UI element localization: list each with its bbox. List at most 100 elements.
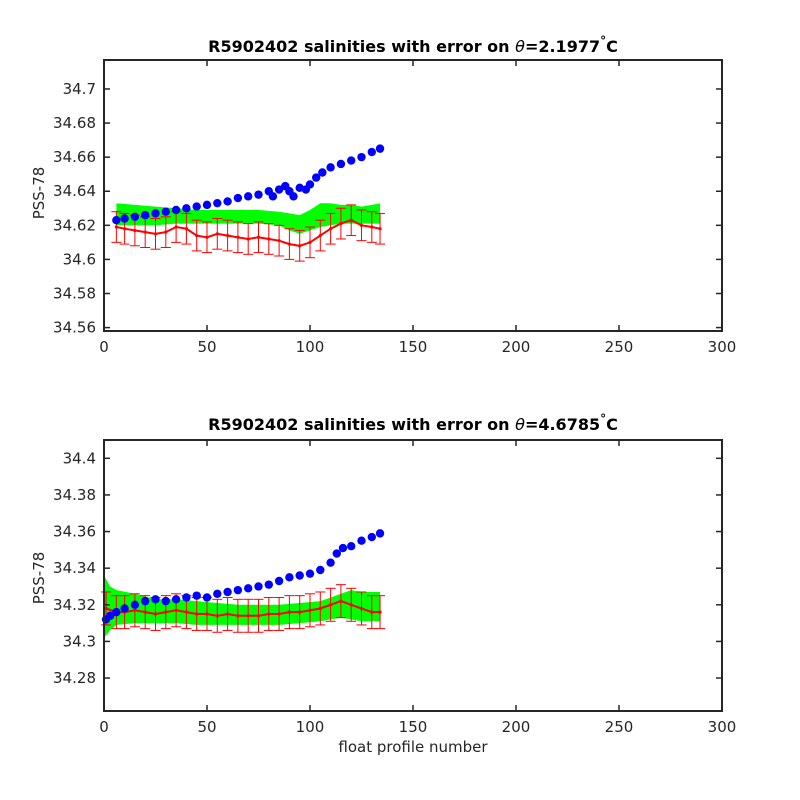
mapped-salinity-point [349, 218, 353, 222]
mapped-salinity-point [195, 612, 199, 616]
float-salinity-point [223, 587, 232, 597]
float-salinity-point [347, 156, 356, 165]
mapped-salinity-point [298, 244, 302, 248]
x-tick-label: 50 [197, 718, 216, 736]
float-salinity-point [182, 593, 191, 602]
float-salinity-point [233, 193, 243, 203]
y-tick-label: 34.4 [63, 449, 96, 467]
float-salinity-point [305, 569, 315, 578]
title-unit: C [606, 37, 618, 56]
float-salinity-point [192, 591, 201, 600]
mapped-salinity-point [184, 610, 188, 614]
mapped-salinity-point [277, 612, 281, 616]
title-prefix: R5902402 salinities with error on [208, 37, 515, 56]
x-tick-label: 100 [296, 338, 325, 356]
y-tick-label: 34.68 [53, 114, 96, 132]
title-theta-symbol: θ [515, 415, 525, 434]
float-salinity-point [318, 168, 327, 177]
chart-title: R5902402 salinities with error on θ=4.67… [208, 412, 618, 434]
float-salinity-point [233, 585, 243, 595]
x-tick-label: 200 [502, 338, 531, 356]
float-salinity-point [105, 611, 115, 620]
float-salinity-point [130, 212, 140, 222]
mapped-salinity-point [308, 608, 312, 612]
mapped-salinity-point [378, 227, 382, 231]
mapped-salinity-point [318, 233, 322, 238]
mapped-salinity-point [287, 242, 291, 246]
title-theta-value: =4.6785 [525, 415, 600, 434]
float-salinity-point [171, 595, 181, 604]
axes: 0 50 100 150 200 250 300 34.56 34.58 34.6 34.62 34.… [53, 59, 737, 356]
mapped-salinity-point [267, 612, 271, 616]
float-salinity-point [357, 536, 366, 545]
x-tick-label: 100 [296, 718, 325, 736]
float-salinity-point [192, 202, 201, 211]
y-tick-label: 34.38 [53, 486, 96, 504]
mapped-salinity-point [195, 233, 199, 238]
mapped-salinity-point [287, 610, 291, 614]
mapped-salinity-point [174, 225, 178, 229]
float-salinity-point [295, 571, 304, 580]
mapped-salinity-point [153, 612, 158, 616]
chart-panel-top: R5902402 salinities with error on θ=2.19… [30, 34, 736, 356]
y-tick-label: 34.7 [63, 80, 96, 98]
float-salinity-point [223, 197, 232, 206]
y-tick-label: 34.32 [53, 596, 96, 614]
mapped-salinity-point [123, 227, 127, 231]
float-salinity-point [274, 576, 284, 586]
y-tick-label: 34.66 [53, 148, 96, 166]
x-tick-label: 0 [99, 718, 109, 736]
mapped-salinity-point [277, 239, 281, 243]
mapped-salinity-point [164, 230, 168, 234]
float-salinity-point [305, 180, 315, 189]
mapped-salinity-point [246, 237, 250, 241]
y-axis-label: PSS-78 [30, 552, 48, 605]
mapped-salinity-line [105, 600, 380, 617]
float-salinity-point [375, 529, 385, 538]
mapped-salinity-point [359, 606, 364, 611]
mapped-salinity-point [329, 603, 333, 607]
float-salinity-point [254, 190, 263, 199]
chart-panel-bottom: R5902402 salinities with error on θ=4.67… [30, 412, 736, 736]
mapped-salinity-point [153, 232, 158, 236]
mapped-salinity-point [184, 227, 188, 231]
mapped-salinity-point [370, 610, 374, 614]
mapped-salinity-point [236, 235, 240, 239]
mapped-salinity-point [329, 227, 333, 231]
mapped-salinity-point [104, 606, 108, 611]
float-salinity-point [130, 600, 140, 609]
plot-area [111, 144, 386, 262]
float-salinity-point [151, 595, 160, 604]
float-salinity-point [141, 596, 150, 606]
mapped-salinity-point [226, 612, 230, 616]
plot-area [101, 529, 386, 638]
mapped-salinity-point [267, 237, 271, 241]
float-salinity-point [367, 532, 376, 542]
x-tick-label: 150 [399, 338, 428, 356]
mapped-salinity-point [370, 225, 374, 229]
x-tick-label: 250 [605, 338, 634, 356]
mapped-salinity-point [378, 610, 382, 614]
chart-title: R5902402 salinities with error on θ=2.19… [208, 34, 618, 56]
mapped-salinity-point [349, 603, 353, 607]
mapped-salinity-point [205, 235, 209, 239]
float-salinity-point [367, 147, 376, 157]
title-unit: C [606, 415, 618, 434]
mapped-salinity-point [339, 599, 343, 603]
x-tick-label: 200 [502, 718, 531, 736]
y-tick-label: 34.36 [53, 523, 96, 541]
x-tick-label: 300 [708, 338, 737, 356]
float-salinity-point [332, 549, 341, 558]
mapped-salinity-point [318, 606, 322, 611]
float-salinity-point [264, 580, 273, 589]
float-salinity-point [213, 198, 222, 208]
float-salinity-point [326, 163, 335, 172]
x-tick-label: 300 [708, 718, 737, 736]
float-salinity-point [326, 558, 335, 567]
float-salinity-point [202, 593, 212, 602]
float-salinity-point [375, 144, 385, 153]
float-salinity-point [182, 204, 191, 213]
mapped-salinity-point [205, 612, 209, 616]
mapped-salinity-point [133, 228, 137, 233]
